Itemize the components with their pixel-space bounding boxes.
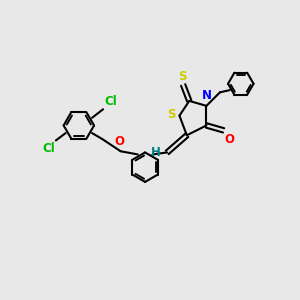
Text: Cl: Cl — [104, 95, 117, 108]
Text: S: S — [178, 70, 186, 83]
Text: O: O — [225, 133, 235, 146]
Text: S: S — [167, 108, 176, 121]
Text: Cl: Cl — [42, 142, 55, 155]
Text: H: H — [151, 146, 161, 159]
Text: N: N — [201, 89, 212, 102]
Text: O: O — [114, 135, 124, 148]
